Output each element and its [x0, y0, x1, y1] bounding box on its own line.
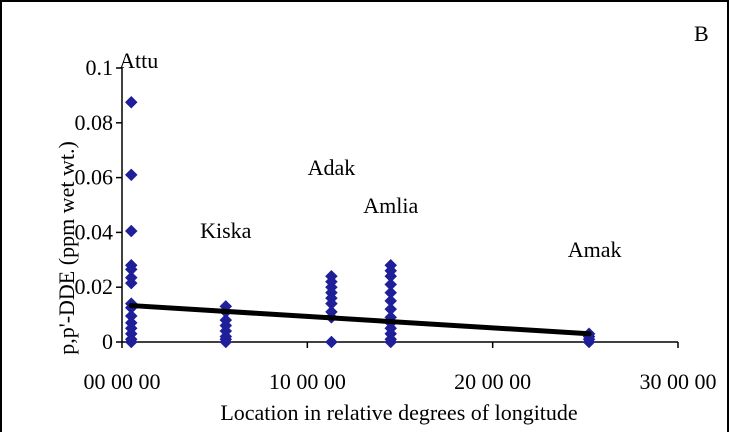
- data-point: [582, 335, 596, 349]
- site-label: Attu: [119, 48, 158, 73]
- data-point: [124, 276, 138, 290]
- y-axis-title: p,p'-DDE (ppm wet wt.): [54, 141, 79, 355]
- y-axis: 0 0.02 0.04 0.06 0.08 0.1: [75, 55, 123, 354]
- data-point: [124, 335, 138, 349]
- x-axis-title: Location in relative degrees of longitud…: [220, 400, 577, 425]
- y-tick-label: 0.06: [75, 165, 114, 190]
- y-tick-label: 0.1: [86, 55, 114, 80]
- data-point: [219, 335, 233, 349]
- data-point: [124, 95, 138, 109]
- x-tick-label: 20 00 00: [454, 369, 531, 394]
- site-labels: Attu Kiska Adak Amlia Amak: [119, 48, 621, 262]
- site-label: Amak: [568, 237, 622, 262]
- data-point: [384, 335, 398, 349]
- y-tick-label: 0.02: [75, 274, 114, 299]
- site-label: Adak: [308, 155, 356, 180]
- y-tick-label: 0.08: [75, 110, 114, 135]
- site-label: Kiska: [200, 218, 252, 243]
- data-point: [124, 224, 138, 238]
- x-tick-label: 30 00 00: [640, 369, 717, 394]
- x-tick-label: 00 00 00: [84, 369, 161, 394]
- trendline: [128, 303, 592, 337]
- y-tick-label: 0: [102, 329, 113, 354]
- data-point: [124, 168, 138, 182]
- site-label: Amlia: [363, 193, 418, 218]
- trendline-group: [128, 303, 592, 337]
- x-axis: 00 00 00 10 00 00 20 00 00 30 00 00: [84, 341, 717, 394]
- data-point: [325, 335, 338, 349]
- x-tick-label: 10 00 00: [269, 369, 346, 394]
- panel-label: B: [694, 21, 709, 46]
- y-tick-label: 0.04: [75, 219, 114, 244]
